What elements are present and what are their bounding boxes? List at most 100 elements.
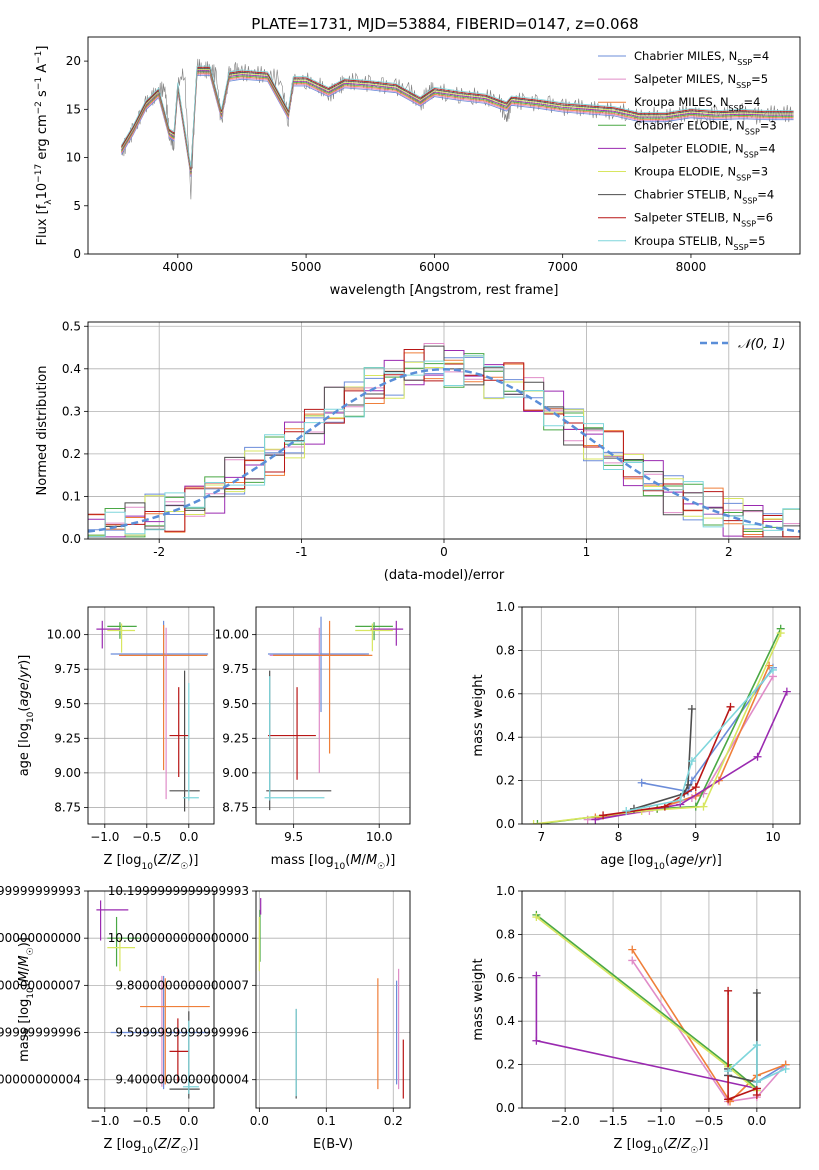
x-axis-label-part: ☉ [377,862,385,872]
weight-line [533,632,782,824]
plot-area [121,58,794,200]
x-axis-label-part: )] [698,1137,708,1152]
axes-frame [255,606,411,825]
y-tick-label: 0.0 [496,1101,515,1115]
errorbar-kroupa_stelib [264,676,325,801]
y-tick-label: 9.4000000000000004 [0,1073,81,1087]
y-tick-label: 5 [73,199,81,213]
y-axis-label-part: )] [17,655,32,665]
weight-marker [687,704,696,713]
massweight-vs-metallicity-panel: −2.0 −1.5 −1.0 −0.5 0.0 0.0 0.2 0.4 0.6 0.8 1.0 Z [… [471,884,801,1156]
x-axis-label-part: 10 [653,862,665,872]
legend-subscript: SSP [741,219,756,228]
weight-marker [724,1067,733,1076]
x-axis-label-part: )] [188,1137,198,1152]
weight-line [727,1043,786,1084]
weight-marker [628,956,637,965]
x-axis-label: age [log10(age/yr)] [600,853,722,872]
grid [88,607,214,824]
errorbar-chabrier_miles [110,620,209,701]
x-tick-label: 10.0 [366,830,393,844]
x-axis-label-part: 10 [651,1146,663,1156]
x-axis-label-part: / [167,853,172,868]
y-tick-label: 0.2 [62,447,81,461]
errorbar-chabrier_elodie [355,622,393,641]
weight-line [626,669,774,812]
y-axis-label-part: )] [17,937,32,947]
weight-marker [781,1064,790,1073]
y-tick-label: 9.25 [222,731,249,745]
errorbar-chabrier_miles [267,616,369,713]
weight-series-kroupa_stelib [622,665,777,815]
x-tick-label: −1.0 [90,1114,119,1128]
y-tick-label: 9.8000000000000007 [0,978,81,992]
errorbar-kroupa_miles [119,624,208,771]
y-tick-label: 0.3 [62,404,81,418]
weight-marker [752,988,761,997]
y-axis-label: mass weight [471,958,486,1040]
y-tick-label: 9.4000000000000004 [115,1073,249,1087]
weight-marker [533,820,542,824]
weight-marker [724,986,733,995]
x-axis-label-part: / [167,1137,172,1152]
weight-marker [599,811,608,820]
errorbar-kroupa_miles [140,978,210,1085]
x-axis-label-part: ( [153,1137,158,1152]
x-tick-label: −1.0 [646,1114,675,1128]
y-tick-label: 8.75 [222,800,249,814]
y-axis-label-part: s [35,90,50,101]
legend-nssp: =6 [756,211,773,225]
legend-label-normal: 𝒩(0, 1) [738,337,785,352]
legend-series-name: Salpeter MILES, N [634,72,736,86]
y-axis-label: age [log10(age/yr)] [17,655,36,777]
x-tick-label: 2 [725,545,733,559]
grid [522,606,800,825]
legend-nssp: =5 [751,72,768,86]
weight-line [631,949,786,1103]
y-axis-label-part: λ [44,199,54,205]
weight-series-kroupa_stelib [724,1041,790,1086]
x-axis-label-part: ( [665,853,670,868]
legend-nssp: =4 [744,95,761,109]
errorbar-kroupa_stelib [182,1020,199,1094]
x-axis-label: Z [log10(Z/Z☉)] [104,853,199,872]
x-axis-label-part: 10 [334,862,346,872]
y-tick-label: 1.0 [496,884,515,898]
x-axis-label: Z [log10(Z/Z☉)] [104,1137,199,1156]
legend-label-salpeter_miles: Salpeter MILES, NSSP=5 [634,72,768,90]
y-tick-label: 0.1 [62,489,81,503]
x-axis-label-part: ( [663,1137,668,1152]
x-axis-label-part: Z [170,1137,181,1152]
x-tick-label: 0.0 [179,830,198,844]
weight-marker [532,913,541,922]
x-axis-label-part: yr [698,853,714,868]
x-axis-label-part: Z [157,853,168,868]
x-axis-label: Z [log10(Z/Z☉)] [614,1137,709,1156]
y-tick-label: 0.2 [496,774,515,788]
legend-subscript: SSP [744,150,759,159]
x-tick-label: 0.1 [317,1114,336,1128]
axes-frame [255,890,411,1109]
errorbar-chabrier_elodie [107,916,141,967]
y-axis-label-part: −2 [34,101,44,114]
plot-area [532,910,790,1106]
y-tick-label: 9.50 [222,697,249,711]
x-tick-label: 0.0 [250,1114,269,1128]
errorbar-kroupa_miles [273,620,373,754]
errorbar-salpeter_stelib [169,1018,189,1083]
weight-marker [768,665,777,674]
legend-label-kroupa_elodie: Kroupa ELODIE, NSSP=3 [634,165,768,183]
plot-area [88,343,800,538]
age-vs-metallicity-panel: −1.0 −0.5 0.0 8.75 9.00 9.25 9.50 9.75 10.00 Z [l… [17,606,215,872]
y-axis-label-part: 10 [26,987,36,999]
x-axis-label-part: Z [157,1137,168,1152]
x-tick-label: 6000 [419,260,450,274]
x-axis-label-part: )] [385,853,395,868]
weight-marker [532,971,541,980]
errorbar-kroupa_elodie [107,938,136,972]
weight-marker [752,1041,761,1050]
errorbar-kroupa_stelib [182,683,199,801]
x-axis-label-part: ☉ [690,1146,698,1156]
